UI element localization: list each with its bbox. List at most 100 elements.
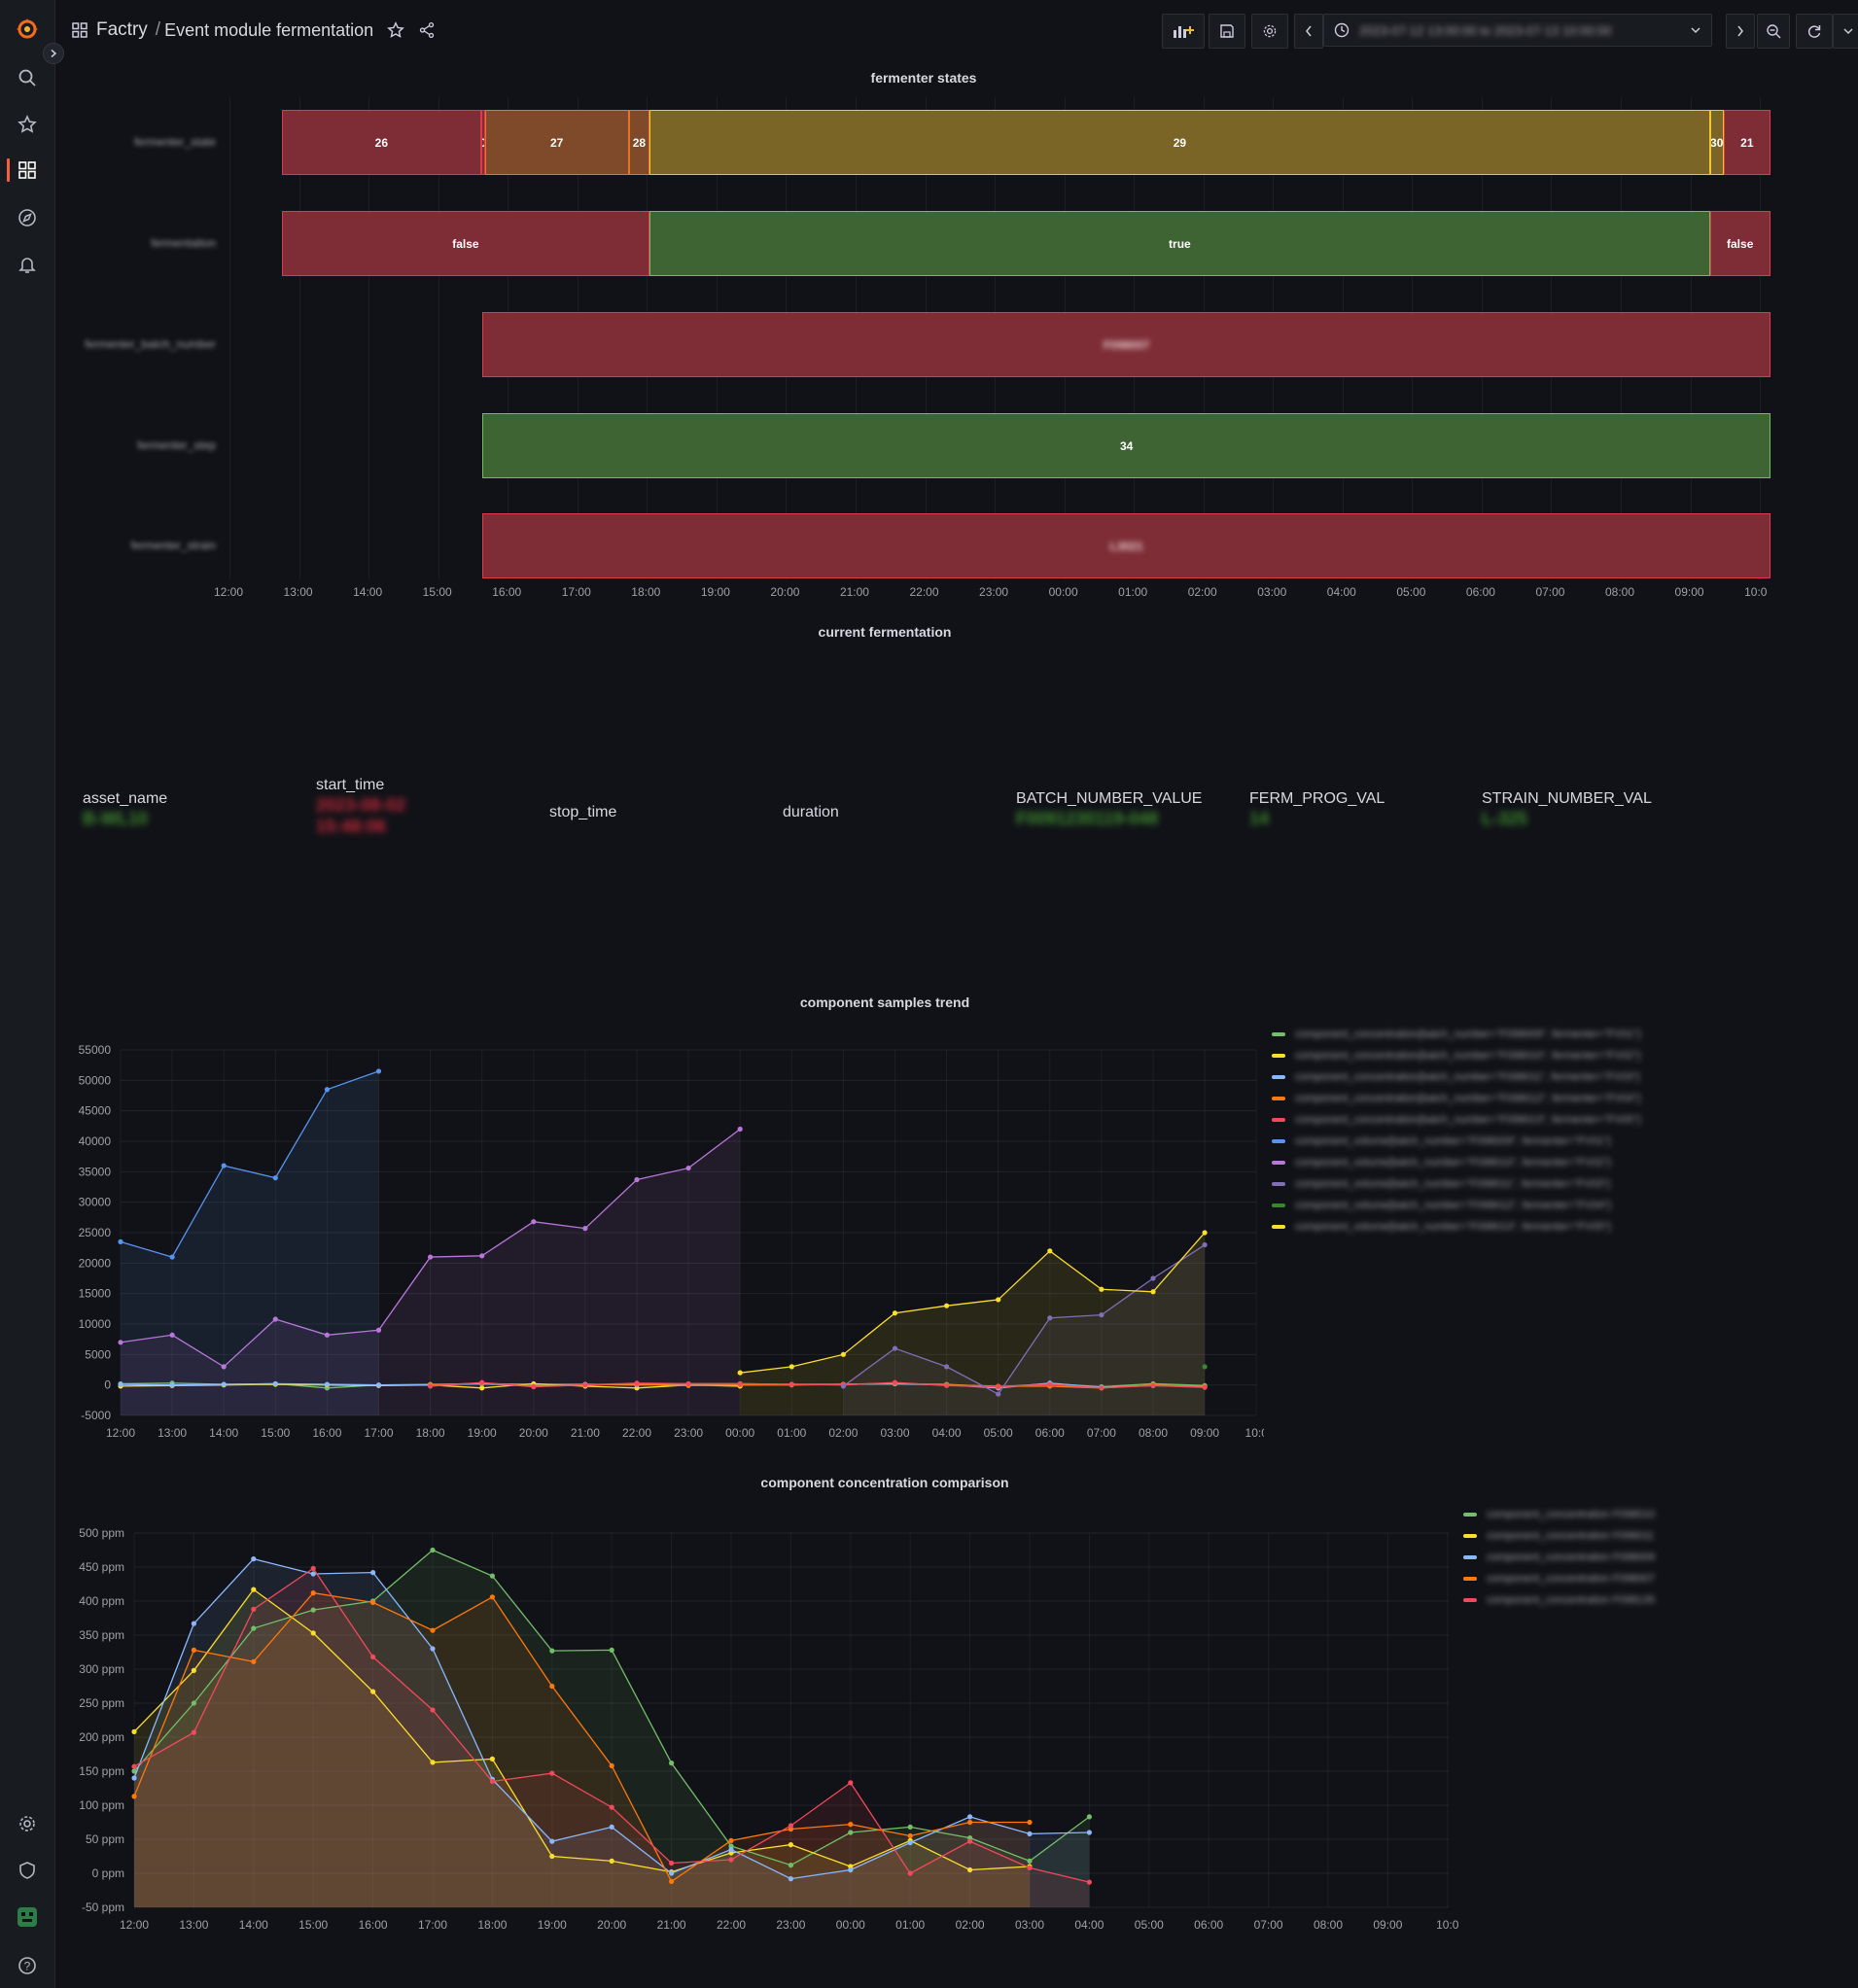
data-point [375,1327,382,1333]
timeline-segment[interactable]: L3021 [482,513,1770,578]
stat-start-time[interactable]: start_time 2023-08-02 15:48:06 [316,777,540,837]
dashboard-settings-button[interactable] [1251,14,1288,49]
timeline-segment[interactable]: false [281,211,650,276]
starred-icon[interactable] [12,109,43,140]
data-point [669,1878,675,1884]
zoom-out-button[interactable] [1757,14,1790,49]
stat-duration[interactable]: duration [783,804,1006,821]
stat-ferm-prog-val[interactable]: FERM_PROG_VAL 14 [1249,790,1473,829]
x-tick-label: 05:00 [984,1426,1013,1440]
data-point [1047,1315,1053,1321]
stat-strain-number-val[interactable]: STRAIN_NUMBER_VAL L-325 [1482,790,1705,829]
panel-title-component-concentration-comparison[interactable]: component concentration comparison [760,1475,1009,1490]
save-dashboard-button[interactable] [1209,14,1245,49]
x-tick-label: 23:00 [776,1918,805,1932]
timeline-segment[interactable]: F098007 [482,312,1770,377]
legend-item[interactable]: component_concentration{batch_number="F0… [1272,1066,1641,1088]
data-point [375,1068,382,1074]
configuration-gear-icon[interactable] [12,1808,43,1839]
data-point [310,1607,316,1613]
legend-item[interactable]: component_concentration F098007 [1463,1568,1655,1589]
x-tick-label: 03:00 [880,1426,909,1440]
data-point [489,1778,495,1785]
stat-batch-number-value[interactable]: BATCH_NUMBER_VALUE F0091230119-048 [1016,790,1240,829]
y-tick-label: 0 [104,1378,111,1392]
time-range-text: 2023-07-12 13:00:00 to 2023-07-13 10:00:… [1359,22,1612,38]
timeline-x-tick: 03:00 [1257,585,1287,599]
search-icon[interactable] [12,62,43,93]
breadcrumb-folder[interactable]: Factry [96,19,148,40]
legend-item[interactable]: component_concentration F098010 [1463,1504,1655,1525]
panel-title-fermenter-states[interactable]: fermenter states [870,70,977,86]
timeline-segment[interactable]: 0 [481,110,485,175]
stat-asset-name[interactable]: asset_name B-WL10 [83,790,306,829]
timeline-x-tick: 01:00 [1118,585,1148,599]
timeline-x-tick: 04:00 [1326,585,1356,599]
share-icon[interactable] [418,21,436,39]
timeline-x-tick: 16:00 [492,585,522,599]
legend-item[interactable]: component_concentration{batch_number="F0… [1272,1045,1641,1066]
legend-item[interactable]: component_volume{batch_number="F098013",… [1272,1216,1641,1238]
data-point [1202,1364,1208,1370]
expand-menu-button[interactable] [43,43,64,64]
star-dashboard-icon[interactable] [387,21,405,39]
refresh-interval-dropdown[interactable] [1833,14,1858,49]
y-tick-label: 5000 [85,1347,111,1361]
time-shift-back-button[interactable] [1294,14,1323,49]
y-tick-label: 100 ppm [79,1798,124,1812]
legend-item[interactable]: component_volume{batch_number="F098010",… [1272,1152,1641,1173]
x-tick-label: 12:00 [120,1918,149,1932]
legend-item[interactable]: component_concentration F098011 [1463,1525,1655,1547]
add-panel-button[interactable] [1162,14,1205,49]
legend-item[interactable]: component_concentration{batch_number="F0… [1272,1024,1641,1045]
data-point [1099,1286,1104,1292]
data-point [430,1760,436,1765]
legend-item[interactable]: component_concentration{batch_number="F0… [1272,1088,1641,1109]
dashboards-icon[interactable] [12,155,43,186]
legend-item[interactable]: component_volume{batch_number="F098009",… [1272,1131,1641,1152]
legend-item[interactable]: component_concentration{batch_number="F0… [1272,1109,1641,1131]
legend-item[interactable]: component_concentration F098135 [1463,1589,1655,1611]
y-tick-label: 25000 [79,1226,112,1239]
legend-item[interactable]: component_volume{batch_number="F098011",… [1272,1173,1641,1195]
panel-title-current-fermentation[interactable]: current fermentation [818,624,952,640]
data-point [669,1860,675,1866]
timeline-segment[interactable]: false [1709,211,1770,276]
legend-item[interactable]: component_concentration F098009 [1463,1547,1655,1568]
data-point [685,1380,691,1387]
grafana-logo-icon[interactable] [12,14,43,45]
refresh-button[interactable] [1796,14,1833,49]
data-point [840,1383,847,1389]
timeline-segment[interactable]: true [649,211,1710,276]
stat-stop-time[interactable]: stop_time [549,804,773,821]
data-point [272,1380,278,1387]
data-point [582,1382,588,1388]
time-shift-forward-button[interactable] [1726,14,1755,49]
panel-title-component-samples-trend[interactable]: component samples trend [799,994,970,1010]
timeline-segment[interactable]: 30 [1709,110,1724,175]
legend-label: component_concentration F098011 [1487,1530,1655,1542]
data-point [669,1870,675,1876]
time-range-picker[interactable]: 2023-07-12 13:00:00 to 2023-07-13 10:00:… [1323,14,1712,47]
y-tick-label: 400 ppm [79,1594,124,1608]
timeline-segment[interactable]: 29 [649,110,1710,175]
explore-icon[interactable] [12,202,43,233]
timeline-segment[interactable]: 21 [1723,110,1770,175]
dashboard-title[interactable]: Event module fermentation [164,19,374,40]
timeline-segment[interactable]: 34 [482,413,1770,478]
alerting-bell-icon[interactable] [12,249,43,280]
timeline-segment-label: false [1727,236,1754,251]
user-avatar-icon[interactable] [12,1901,43,1933]
timeline-segment[interactable]: 28 [628,110,650,175]
series-line [843,1243,1206,1395]
timeline-segment[interactable]: 26 [281,110,481,175]
timeline-row-label: fermentation [151,236,216,250]
timeline-segment[interactable]: 27 [484,110,629,175]
timeline-segment-label: true [1169,236,1191,251]
legend-item[interactable]: component_volume{batch_number="F098012",… [1272,1195,1641,1216]
data-point [1202,1384,1208,1390]
server-admin-shield-icon[interactable] [12,1855,43,1886]
timeline-x-tick: 13:00 [283,585,313,599]
component-concentration-comparison-chart: -50 ppm 0 ppm 50 ppm 100 ppm 150 ppm 200 ppm 2… [79,1526,1458,1932]
help-icon[interactable]: ? [12,1950,43,1981]
